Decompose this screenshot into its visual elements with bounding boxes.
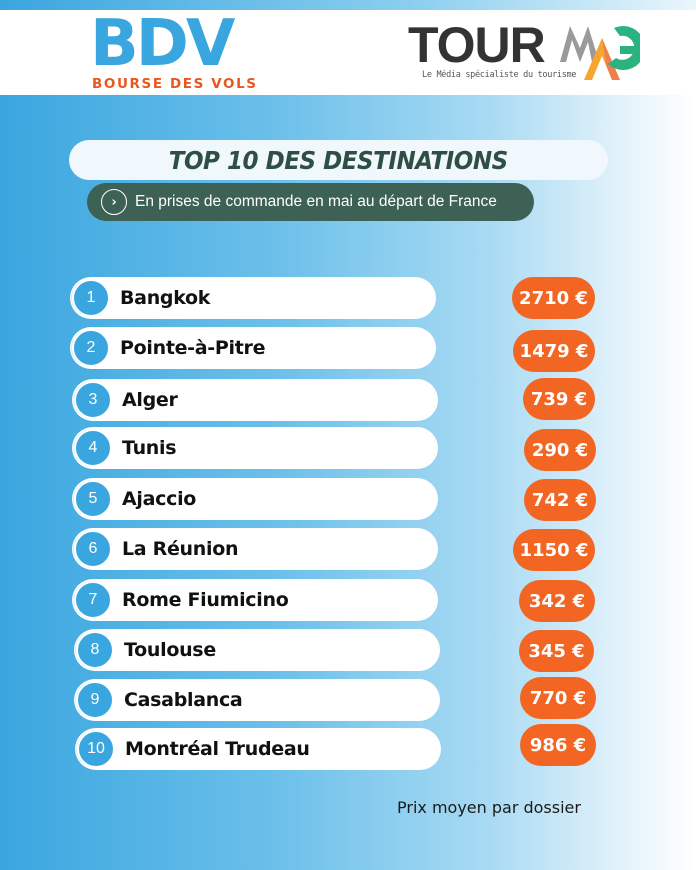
- price-badge-8: 345 €: [519, 630, 594, 672]
- price-badge-1: 2710 €: [512, 277, 595, 319]
- destination-name: Bangkok: [120, 287, 211, 309]
- rank-badge: 5: [74, 480, 112, 518]
- destination-name: Rome Fiumicino: [122, 589, 289, 611]
- bdv-logo-mark: BDV: [90, 7, 235, 81]
- bdv-logo: BDV BOURSE DES VOLS: [90, 12, 260, 92]
- rank-badge: 2: [72, 329, 110, 367]
- price-badge-4: 290 €: [524, 429, 596, 471]
- destination-name: Ajaccio: [122, 488, 197, 510]
- price-footnote: Prix moyen par dossier: [397, 798, 581, 817]
- tourmag-mag-icon: [560, 26, 640, 80]
- title-banner: TOP 10 DES DESTINATIONS: [69, 140, 608, 180]
- price-badge-10: 986 €: [520, 724, 596, 766]
- price-badge-5: 742 €: [524, 479, 596, 521]
- destination-name: Montréal Trudeau: [125, 738, 310, 760]
- destination-name: La Réunion: [122, 538, 239, 560]
- destination-row-4: 4 Tunis: [72, 427, 438, 469]
- page-title: TOP 10 DES DESTINATIONS: [169, 145, 508, 175]
- destination-row-3: 3 Alger: [72, 379, 438, 421]
- rank-badge: 6: [74, 530, 112, 568]
- tourmag-logo: TOUR Le Média spécialiste du tourisme: [408, 16, 648, 86]
- rank-badge: 7: [74, 581, 112, 619]
- destination-row-6: 6 La Réunion: [72, 528, 438, 570]
- subtitle-text: En prises de commande en mai au départ d…: [135, 193, 497, 210]
- bdv-logo-subtitle: BOURSE DES VOLS: [92, 76, 258, 92]
- top-gradient-strip: [0, 0, 696, 10]
- rank-badge: 10: [77, 730, 115, 768]
- destination-row-8: 8 Toulouse: [74, 629, 440, 671]
- destination-name: Tunis: [122, 437, 177, 459]
- tourmag-tagline: Le Média spécialiste du tourisme: [422, 70, 577, 80]
- chevron-right-circle-icon: ›: [101, 189, 127, 215]
- destination-name: Toulouse: [124, 639, 216, 661]
- price-badge-7: 342 €: [519, 580, 595, 622]
- subtitle-banner: › En prises de commande en mai au départ…: [87, 183, 534, 221]
- destination-row-5: 5 Ajaccio: [72, 478, 438, 520]
- price-badge-6: 1150 €: [513, 529, 595, 571]
- tourmag-logo-word: TOUR: [408, 17, 546, 73]
- destination-row-1: 1 Bangkok: [70, 277, 436, 319]
- price-badge-9: 770 €: [520, 677, 596, 719]
- rank-badge: 1: [72, 279, 110, 317]
- rank-badge: 4: [74, 429, 112, 467]
- destination-name: Casablanca: [124, 689, 243, 711]
- price-badge-3: 739 €: [523, 378, 595, 420]
- destination-row-7: 7 Rome Fiumicino: [72, 579, 438, 621]
- rank-badge: 8: [76, 631, 114, 669]
- rank-badge: 9: [76, 681, 114, 719]
- destination-name: Pointe-à-Pitre: [120, 337, 266, 359]
- destination-row-10: 10 Montréal Trudeau: [75, 728, 441, 770]
- destination-row-2: 2 Pointe-à-Pitre: [70, 327, 436, 369]
- price-badge-2: 1479 €: [513, 330, 595, 372]
- rank-badge: 3: [74, 381, 112, 419]
- destination-name: Alger: [122, 389, 178, 411]
- destination-row-9: 9 Casablanca: [74, 679, 440, 721]
